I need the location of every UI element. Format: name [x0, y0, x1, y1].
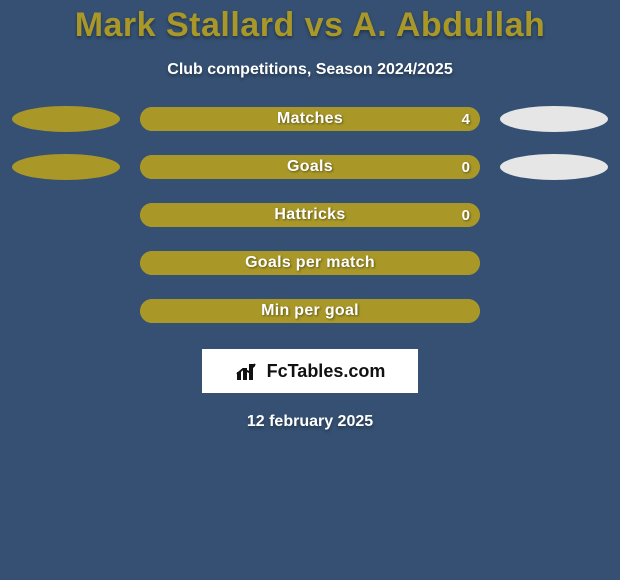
stat-label: Goals per match — [140, 251, 480, 275]
stat-row: Goals0 — [0, 155, 620, 179]
stat-right-value: 0 — [462, 155, 470, 179]
fctables-logo: FcTables.com — [202, 349, 418, 393]
stat-bar: Goals0 — [140, 155, 480, 179]
stat-bar: Goals per match — [140, 251, 480, 275]
stat-label: Goals — [140, 155, 480, 179]
stats-container: Matches4Goals0Hattricks0Goals per matchM… — [0, 107, 620, 323]
stat-row: Goals per match — [0, 251, 620, 275]
player2-name: A. Abdullah — [352, 6, 545, 44]
stat-label: Min per goal — [140, 299, 480, 323]
player1-name: Mark Stallard — [75, 6, 295, 44]
stat-bar: Min per goal — [140, 299, 480, 323]
stat-bar: Matches4 — [140, 107, 480, 131]
player2-ellipse — [500, 154, 608, 180]
stat-bar: Hattricks0 — [140, 203, 480, 227]
player2-ellipse — [500, 106, 608, 132]
stat-label: Matches — [140, 107, 480, 131]
logo-text: FcTables.com — [267, 361, 386, 382]
chart-icon — [235, 360, 261, 382]
stat-right-value: 0 — [462, 203, 470, 227]
vs-text: vs — [305, 6, 344, 44]
subtitle: Club competitions, Season 2024/2025 — [0, 61, 620, 79]
stat-right-value: 4 — [462, 107, 470, 131]
date-text: 12 february 2025 — [0, 413, 620, 431]
player1-ellipse — [12, 106, 120, 132]
stat-row: Hattricks0 — [0, 203, 620, 227]
stat-row: Min per goal — [0, 299, 620, 323]
stat-row: Matches4 — [0, 107, 620, 131]
player1-ellipse — [12, 154, 120, 180]
comparison-title: Mark Stallard vs A. Abdullah — [0, 0, 620, 51]
stat-label: Hattricks — [140, 203, 480, 227]
